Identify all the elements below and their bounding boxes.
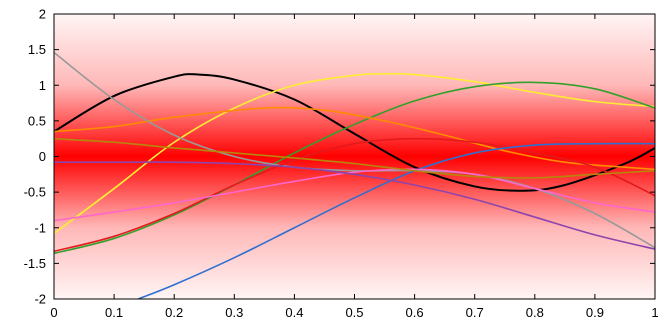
x-tick-label: 0.4 bbox=[285, 305, 303, 320]
y-tick-label: -2 bbox=[34, 292, 46, 307]
confidence-band bbox=[54, 14, 655, 299]
y-tick-label: -1.5 bbox=[24, 256, 46, 271]
x-tick-label: 0.5 bbox=[345, 305, 363, 320]
y-tick-label: 0 bbox=[39, 149, 46, 164]
series-line-2 bbox=[54, 72, 655, 235]
x-tick-label: 0 bbox=[50, 305, 57, 320]
x-tick-label: 0.6 bbox=[406, 305, 424, 320]
y-tick-label: -0.5 bbox=[24, 185, 46, 200]
y-tick-label: -1 bbox=[34, 220, 46, 235]
series-line-7 bbox=[137, 142, 655, 299]
series-line-5 bbox=[54, 51, 655, 249]
x-tick-label: 0.1 bbox=[105, 305, 123, 320]
series-line-10 bbox=[54, 137, 655, 179]
x-tick-label: 0.7 bbox=[466, 305, 484, 320]
series-line-9 bbox=[54, 161, 655, 250]
series-line-4 bbox=[54, 106, 655, 171]
x-tick-label: 1 bbox=[651, 305, 658, 320]
series-line-1 bbox=[54, 73, 655, 192]
y-tick-label: 1.5 bbox=[28, 42, 46, 57]
y-tick-label: 2 bbox=[39, 7, 46, 22]
x-tick-label: 0.2 bbox=[165, 305, 183, 320]
x-tick-label: 0.3 bbox=[225, 305, 243, 320]
series-line-8 bbox=[54, 168, 655, 222]
x-tick-label: 0.8 bbox=[526, 305, 544, 320]
series-line-6 bbox=[54, 137, 655, 253]
y-tick-label: 1 bbox=[39, 78, 46, 93]
series-line-3 bbox=[54, 81, 655, 255]
x-tick-label: 0.9 bbox=[586, 305, 604, 320]
y-tick-label: 0.5 bbox=[28, 113, 46, 128]
